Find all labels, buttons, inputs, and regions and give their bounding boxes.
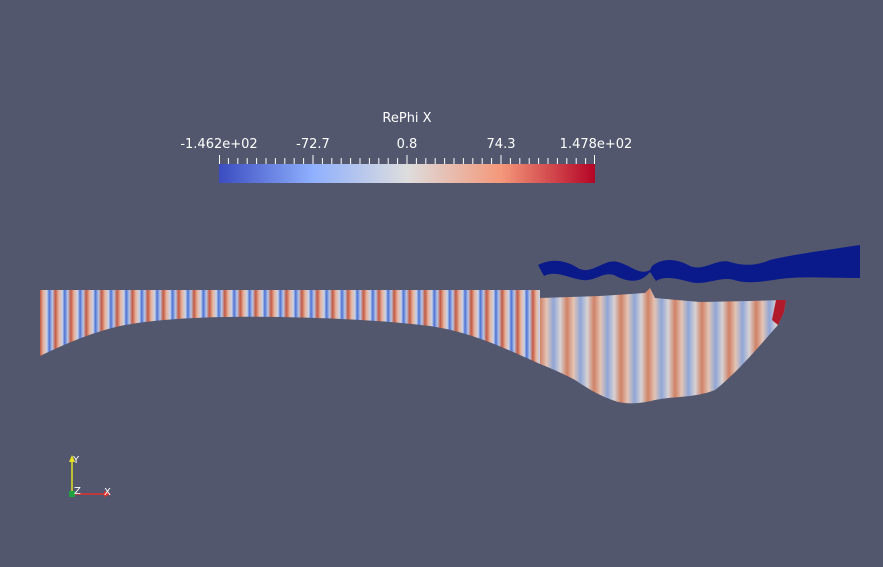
wave-obstacle bbox=[538, 245, 860, 283]
axis-y-arrow bbox=[69, 455, 75, 462]
scalar-bar-label-min: -1.462e+02 bbox=[180, 137, 258, 152]
scalar-bar-label-mid: 0.8 bbox=[396, 137, 418, 152]
axis-z-label: Z bbox=[74, 486, 81, 497]
domain-right-region bbox=[540, 288, 786, 404]
domain-left-region bbox=[40, 290, 540, 364]
domain-right-edge bbox=[772, 300, 786, 325]
axis-y-label: Y bbox=[73, 455, 80, 466]
axis-x-arrow bbox=[104, 491, 111, 497]
axis-z-marker bbox=[69, 491, 75, 497]
scalar-bar-label-q3: 74.3 bbox=[486, 137, 516, 152]
orientation-axes bbox=[69, 455, 111, 497]
scalar-bar-label-q1: -72.7 bbox=[296, 137, 330, 152]
axis-x-label: X bbox=[104, 487, 111, 498]
scalar-bar-title: RePhi X bbox=[382, 111, 432, 126]
scalar-bar-label-max: 1.478e+02 bbox=[559, 137, 633, 152]
scalar-bar-colormap[interactable] bbox=[219, 164, 595, 183]
scalar-bar-ticks bbox=[219, 155, 595, 164]
